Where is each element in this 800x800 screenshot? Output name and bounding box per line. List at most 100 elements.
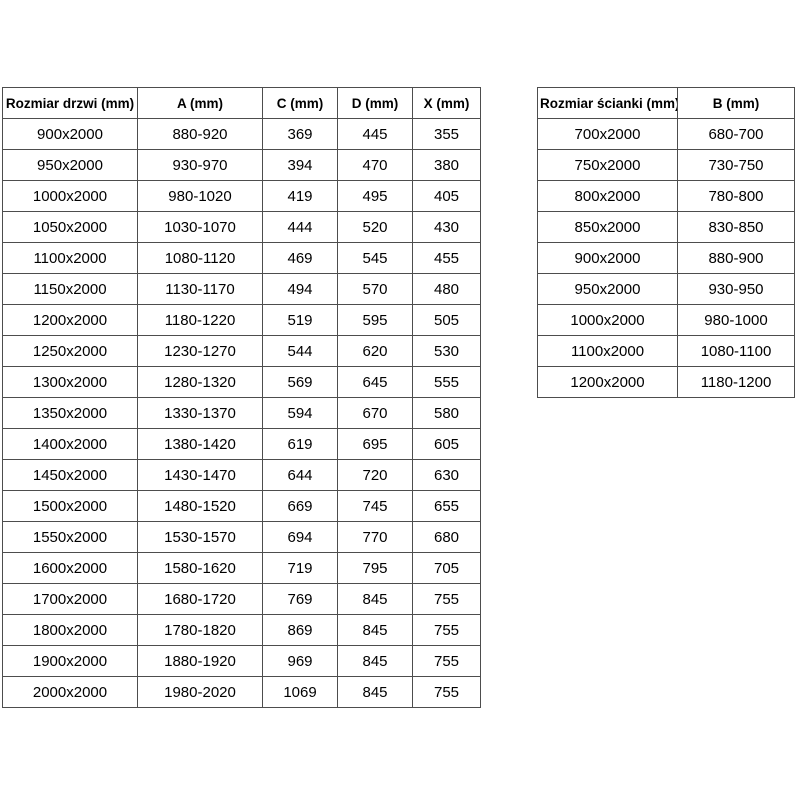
- table-cell: 1530-1570: [137, 521, 263, 553]
- table-cell: 544: [262, 335, 338, 367]
- table-cell: 705: [412, 552, 481, 584]
- table-cell: 745: [337, 490, 413, 522]
- table-cell: 444: [262, 211, 338, 243]
- table-header-row: Rozmiar ścianki (mm) B (mm): [537, 87, 795, 119]
- table-cell: 669: [262, 490, 338, 522]
- table-cell: 630: [412, 459, 481, 491]
- table-cell: 2000x2000: [2, 676, 138, 708]
- table-cell: 555: [412, 366, 481, 398]
- table-cell: 900x2000: [2, 118, 138, 150]
- table-cell: 619: [262, 428, 338, 460]
- table-row: 1250x2000 1230-1270 544 620 530: [2, 335, 481, 367]
- table-row: 1500x2000 1480-1520 669 745 655: [2, 490, 481, 522]
- table-row: 1000x2000 980-1000: [537, 304, 795, 336]
- table-cell: 569: [262, 366, 338, 398]
- column-header-b: B (mm): [677, 87, 795, 119]
- table-cell: 830-850: [677, 211, 795, 243]
- table-cell: 1200x2000: [2, 304, 138, 336]
- table-cell: 580: [412, 397, 481, 429]
- table-row: 1350x2000 1330-1370 594 670 580: [2, 397, 481, 429]
- table-row: 900x2000 880-920 369 445 355: [2, 118, 481, 150]
- table-row: 1700x2000 1680-1720 769 845 755: [2, 583, 481, 615]
- table-cell: 680: [412, 521, 481, 553]
- table-row: 1800x2000 1780-1820 869 845 755: [2, 614, 481, 646]
- table-cell: 869: [262, 614, 338, 646]
- table-cell: 800x2000: [537, 180, 678, 212]
- table-cell: 1080-1120: [137, 242, 263, 274]
- table-header-row: Rozmiar drzwi (mm) A (mm) C (mm) D (mm) …: [2, 87, 481, 119]
- table-cell: 720: [337, 459, 413, 491]
- table-cell: 495: [337, 180, 413, 212]
- table-cell: 1050x2000: [2, 211, 138, 243]
- table-cell: 480: [412, 273, 481, 305]
- table-row: 950x2000 930-950: [537, 273, 795, 305]
- column-header-d: D (mm): [337, 87, 413, 119]
- table-cell: 519: [262, 304, 338, 336]
- table-cell: 545: [337, 242, 413, 274]
- table-cell: 505: [412, 304, 481, 336]
- table-cell: 595: [337, 304, 413, 336]
- table-cell: 719: [262, 552, 338, 584]
- table-cell: 1480-1520: [137, 490, 263, 522]
- table-cell: 880-920: [137, 118, 263, 150]
- table-cell: 930-970: [137, 149, 263, 181]
- table-row: 1550x2000 1530-1570 694 770 680: [2, 521, 481, 553]
- table-row: 750x2000 730-750: [537, 149, 795, 181]
- table-cell: 769: [262, 583, 338, 615]
- table-row: 900x2000 880-900: [537, 242, 795, 274]
- table-cell: 1180-1200: [677, 366, 795, 398]
- table-cell: 755: [412, 676, 481, 708]
- table-cell: 1800x2000: [2, 614, 138, 646]
- table-cell: 980-1020: [137, 180, 263, 212]
- table-row: 1400x2000 1380-1420 619 695 605: [2, 428, 481, 460]
- table-row: 1450x2000 1430-1470 644 720 630: [2, 459, 481, 491]
- table-cell: 845: [337, 583, 413, 615]
- table-cell: 594: [262, 397, 338, 429]
- table-cell: 394: [262, 149, 338, 181]
- table-cell: 620: [337, 335, 413, 367]
- table-cell: 1680-1720: [137, 583, 263, 615]
- table-cell: 930-950: [677, 273, 795, 305]
- table-cell: 1700x2000: [2, 583, 138, 615]
- table-cell: 1069: [262, 676, 338, 708]
- table-cell: 950x2000: [2, 149, 138, 181]
- table-cell: 644: [262, 459, 338, 491]
- table-cell: 430: [412, 211, 481, 243]
- table-cell: 780-800: [677, 180, 795, 212]
- table-cell: 755: [412, 614, 481, 646]
- table-row: 1100x2000 1080-1120 469 545 455: [2, 242, 481, 274]
- table-cell: 1900x2000: [2, 645, 138, 677]
- table-row: 950x2000 930-970 394 470 380: [2, 149, 481, 181]
- table-cell: 369: [262, 118, 338, 150]
- table-row: 1200x2000 1180-1200: [537, 366, 795, 398]
- table-cell: 695: [337, 428, 413, 460]
- table-cell: 1330-1370: [137, 397, 263, 429]
- table-cell: 520: [337, 211, 413, 243]
- table-cell: 980-1000: [677, 304, 795, 336]
- table-cell: 455: [412, 242, 481, 274]
- table-cell: 470: [337, 149, 413, 181]
- table-cell: 645: [337, 366, 413, 398]
- table-cell: 1780-1820: [137, 614, 263, 646]
- table-cell: 419: [262, 180, 338, 212]
- table-cell: 605: [412, 428, 481, 460]
- table-cell: 1150x2000: [2, 273, 138, 305]
- table-cell: 900x2000: [537, 242, 678, 274]
- table-cell: 530: [412, 335, 481, 367]
- table-cell: 694: [262, 521, 338, 553]
- table-cell: 570: [337, 273, 413, 305]
- table-cell: 1180-1220: [137, 304, 263, 336]
- table-cell: 770: [337, 521, 413, 553]
- table-cell: 1080-1100: [677, 335, 795, 367]
- table-cell: 969: [262, 645, 338, 677]
- table-cell: 1600x2000: [2, 552, 138, 584]
- table-cell: 680-700: [677, 118, 795, 150]
- table-row: 850x2000 830-850: [537, 211, 795, 243]
- table-cell: 1200x2000: [537, 366, 678, 398]
- table-cell: 1000x2000: [537, 304, 678, 336]
- column-header-c: C (mm): [262, 87, 338, 119]
- table-cell: 494: [262, 273, 338, 305]
- table-row: 1000x2000 980-1020 419 495 405: [2, 180, 481, 212]
- wall-sizes-table-body: 700x2000 680-700 750x2000 730-750 800x2000 78…: [537, 118, 795, 398]
- table-row: 1200x2000 1180-1220 519 595 505: [2, 304, 481, 336]
